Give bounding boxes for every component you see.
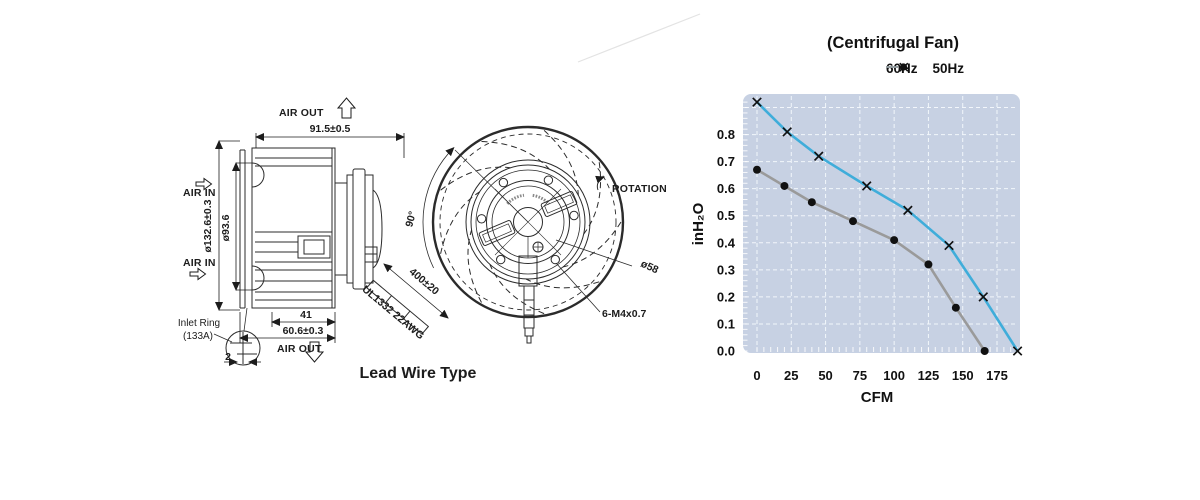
screw-holes xyxy=(476,175,579,265)
dim-width xyxy=(255,133,405,158)
svg-text:0.6: 0.6 xyxy=(717,181,735,196)
fan-front-view xyxy=(422,125,633,344)
air-out-bottom-label: AIR OUT xyxy=(277,343,322,355)
svg-text:0.4: 0.4 xyxy=(717,235,736,250)
gridlines xyxy=(745,96,1018,351)
plot-area xyxy=(743,94,1020,353)
air-in-top-arrow-icon xyxy=(195,177,213,191)
legend-item-50hz: 50Hz xyxy=(886,61,965,76)
ground-screw xyxy=(532,241,544,253)
legend-50hz-label: 50Hz xyxy=(932,61,965,76)
svg-text:125: 125 xyxy=(918,368,940,383)
rotation-arrow-icon xyxy=(595,175,605,191)
svg-text:0.2: 0.2 xyxy=(717,289,735,304)
svg-text:25: 25 xyxy=(784,368,798,383)
dim-outlet-label: 41 xyxy=(300,309,312,321)
dim-width-label: 91.5±0.5 xyxy=(310,123,351,135)
terminal-block-left xyxy=(478,220,516,246)
svg-text:50: 50 xyxy=(818,368,832,383)
air-in-top-label: AIR IN xyxy=(183,187,216,199)
inlet-ring-detail xyxy=(213,307,261,366)
fan-side-view xyxy=(213,147,430,366)
side-view-dimensions xyxy=(215,133,449,366)
dim-ring-thickness-label: 2 xyxy=(225,351,231,363)
dim-inner-diameter xyxy=(232,162,252,291)
svg-text:75: 75 xyxy=(853,368,867,383)
series-60Hz xyxy=(752,97,1023,356)
svg-text:0.3: 0.3 xyxy=(717,262,735,277)
x-axis-title: CFM xyxy=(861,389,894,406)
hub-dia-leader xyxy=(555,239,633,267)
minor-ticks xyxy=(743,101,1019,352)
svg-text:0.5: 0.5 xyxy=(717,208,735,223)
air-out-down-arrow-icon xyxy=(304,341,325,363)
dim-depth-606 xyxy=(239,312,336,343)
dim-wire-length xyxy=(383,263,449,319)
dim-outer-dia-label: ø132.6±0.3 xyxy=(202,199,214,252)
air-in-bottom-label: AIR IN xyxy=(183,257,216,269)
air-in-bottom-arrow-icon xyxy=(189,267,207,281)
angle-90-annotation xyxy=(422,146,529,269)
svg-text:0: 0 xyxy=(753,368,760,383)
svg-text:100: 100 xyxy=(883,368,905,383)
dim-depth-label: 60.6±0.3 xyxy=(283,325,324,337)
svg-text:150: 150 xyxy=(952,368,974,383)
series-50Hz xyxy=(753,165,989,355)
svg-text:0.1: 0.1 xyxy=(717,316,735,331)
air-out-top-label: AIR OUT xyxy=(279,107,324,119)
svg-text:0.0: 0.0 xyxy=(717,344,735,359)
air-out-up-arrow-icon xyxy=(336,97,357,119)
watermark-line xyxy=(577,13,701,63)
y-axis-title: inH₂O xyxy=(690,202,707,245)
angle-90-label: 90° xyxy=(403,210,419,228)
inlet-ring-label-line1: Inlet Ring xyxy=(178,318,220,329)
chart-legend: 60Hz 50Hz xyxy=(886,61,964,76)
lead-wire-type-caption: Lead Wire Type xyxy=(360,365,477,382)
svg-text:175: 175 xyxy=(986,368,1008,383)
dim-outer-diameter xyxy=(215,140,240,311)
rotation-label: ROTATION xyxy=(612,183,667,195)
chart-title: (Centrifugal Fan) xyxy=(827,34,959,52)
screw-spec-leader xyxy=(555,262,601,313)
chart-plot xyxy=(743,94,1023,356)
terminal-block-right xyxy=(540,191,578,217)
dim-outlet-41 xyxy=(271,312,336,327)
screw-spec-label: 6-M4x0.7 xyxy=(602,308,647,320)
tick-labels: 0 25 50 75 100 125 150 175 0.8 0.7 0.6 0.5 0.4 0.3 0.2… xyxy=(717,127,1008,383)
inlet-ring-label-line2: (133A) xyxy=(183,331,213,342)
front-view-wire xyxy=(518,255,538,344)
svg-text:0.7: 0.7 xyxy=(717,154,735,169)
dim-inner-dia-label: ø93.6 xyxy=(220,214,232,241)
legend-50hz-marker-icon xyxy=(886,63,908,71)
svg-text:0.8: 0.8 xyxy=(717,127,735,142)
